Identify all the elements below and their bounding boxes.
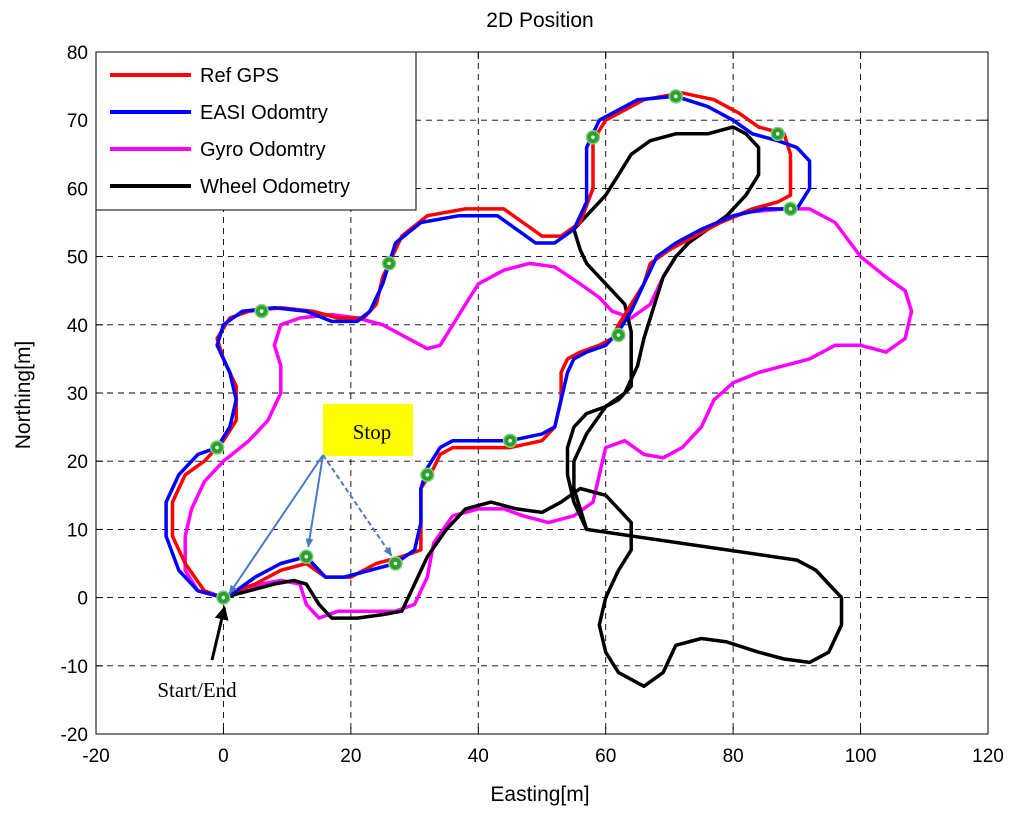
y-tick-label: 0: [77, 589, 88, 610]
annotation-layer: Stop Start/End: [157, 404, 413, 702]
waypoint-marker-center: [304, 554, 309, 559]
y-tick-label: -10: [61, 657, 88, 678]
x-tick-label: 80: [723, 746, 744, 767]
waypoint-marker-center: [393, 561, 398, 566]
stop-label: Stop: [353, 420, 392, 444]
y-axis-label: Northing[m]: [12, 341, 35, 450]
stop-label-box: [323, 404, 413, 456]
x-tick-label: 100: [845, 746, 877, 767]
y-tick-label: -20: [61, 725, 88, 746]
waypoint-marker-center: [591, 135, 595, 140]
y-tick-label: 40: [67, 316, 88, 337]
y-tick-label: 80: [67, 43, 88, 64]
series-line-easi-odomtry: [164, 94, 812, 600]
x-tick-label: 120: [972, 746, 1004, 767]
legend-box: [95, 51, 417, 211]
y-tick-label: 70: [67, 111, 88, 132]
x-tick-label: 40: [468, 746, 489, 767]
y-tick-label: 10: [67, 520, 88, 541]
y-tick-label: 50: [67, 248, 88, 269]
series-line-gyro-odomtry: [183, 207, 914, 620]
y-tick-label: 60: [67, 179, 88, 200]
legend-entry: Gyro Odomtry: [200, 139, 326, 161]
stop-arrow: [305, 454, 324, 548]
x-tick-label: 20: [340, 746, 361, 767]
y-tick-label: 30: [67, 384, 88, 405]
series-line-wheel-odometry: [221, 125, 844, 689]
waypoint-marker-center: [387, 261, 391, 266]
waypoint-marker-center: [674, 94, 678, 99]
x-axis-label: Easting[m]: [490, 783, 589, 806]
legend-entry: Wheel Odometry: [200, 176, 350, 198]
stop-arrow: [228, 454, 324, 595]
waypoint-marker-center: [788, 207, 793, 211]
waypoint-marker-center: [775, 132, 780, 136]
waypoint-marker-center: [259, 309, 264, 313]
waypoint-marker-center: [221, 595, 226, 600]
x-tick-label: 0: [218, 746, 229, 767]
chart-title: 2D Position: [486, 9, 593, 32]
waypoint-marker-center: [508, 438, 512, 443]
x-tick-label: -20: [82, 746, 109, 767]
marker-layer: [209, 89, 798, 605]
waypoint-marker-center: [425, 473, 430, 477]
waypoint-marker-center: [215, 445, 219, 450]
x-tick-label: 60: [595, 746, 616, 767]
legend-entry: EASI Odomtry: [200, 102, 328, 124]
tick-layer: -20 0 20 40 60 80 100 120 -20 -10 0 10 20 30 40 50 60 70 8…: [61, 43, 1004, 767]
waypoint-marker-center: [616, 333, 621, 337]
stop-arrow: [322, 454, 393, 557]
legend: Ref GPS EASI Odomtry Gyro Odomtry Wheel Odo…: [95, 51, 417, 211]
legend-entry: Ref GPS: [200, 65, 279, 87]
start-end-arrow: [210, 605, 229, 661]
y-tick-label: 20: [67, 452, 88, 473]
start-end-label: Start/End: [157, 678, 237, 702]
